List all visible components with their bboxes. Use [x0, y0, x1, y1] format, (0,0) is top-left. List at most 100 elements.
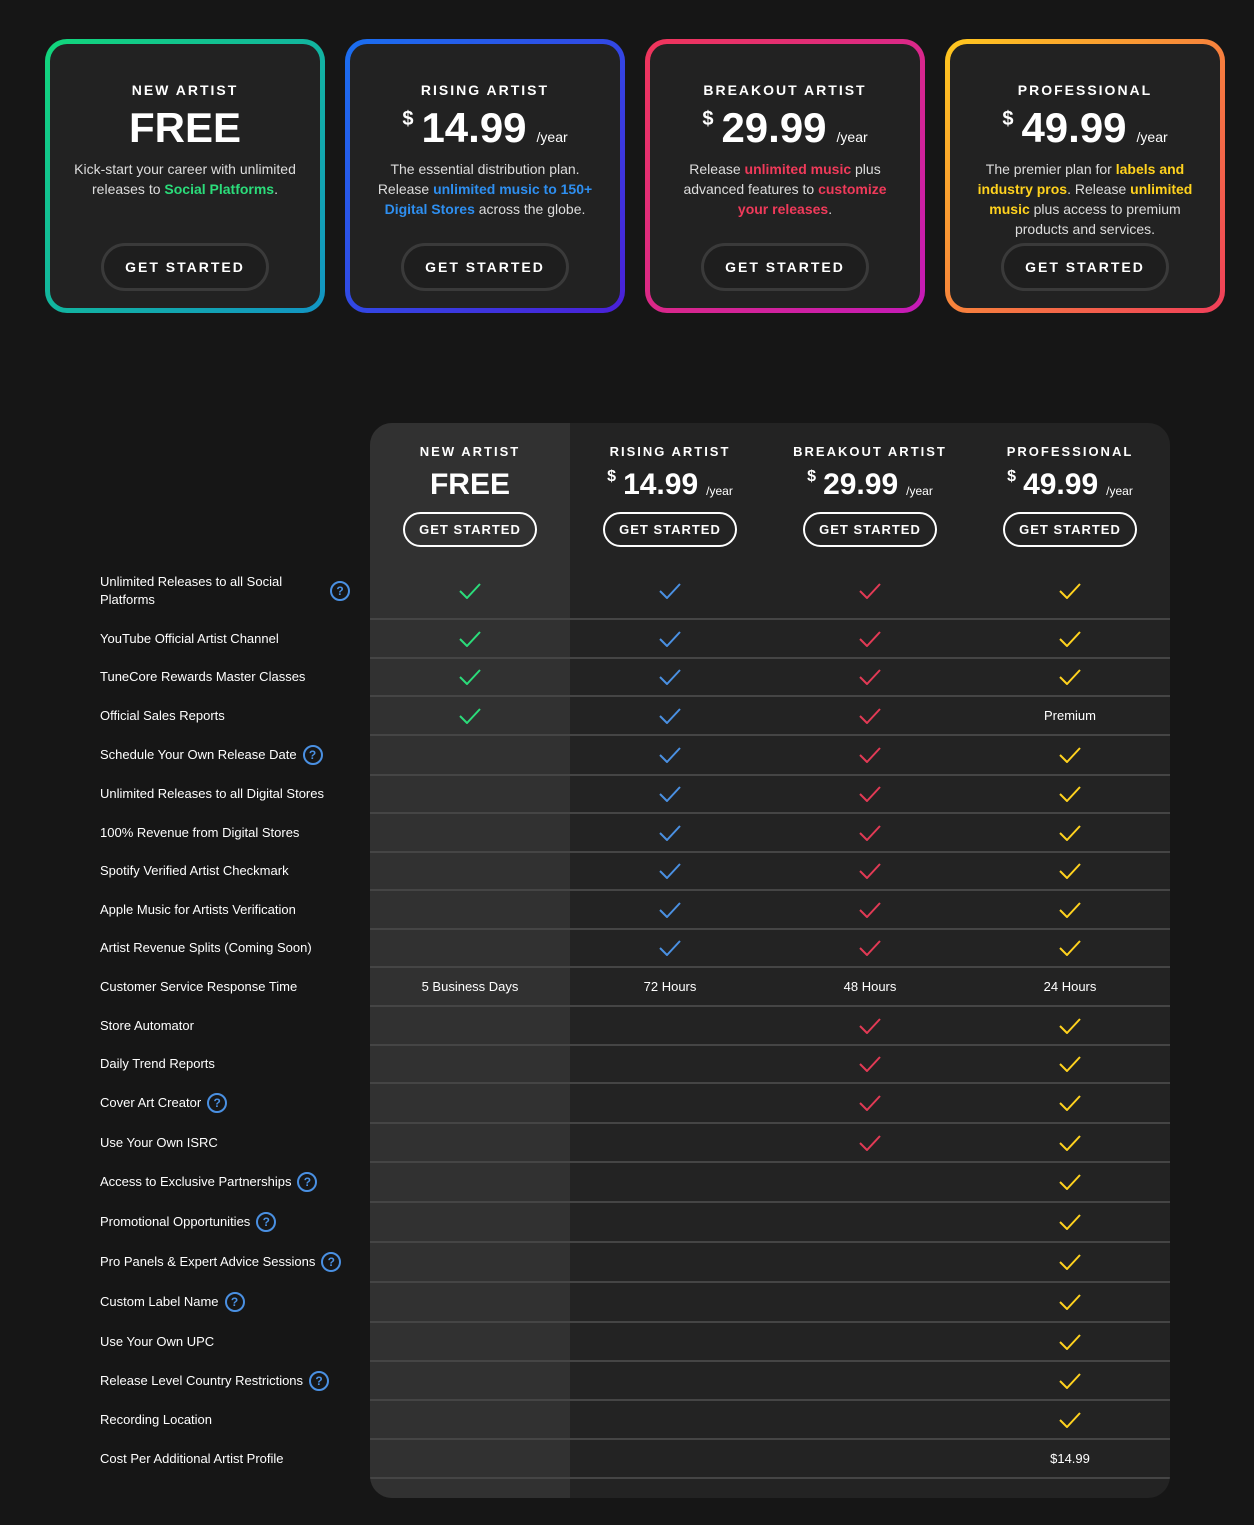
- table-cell: [570, 696, 770, 735]
- get-started-button[interactable]: GET STARTED: [101, 243, 269, 291]
- row-divider: [370, 1399, 1170, 1401]
- table-cell: [570, 1083, 770, 1123]
- plan-description: Kick-start your career with unlimited re…: [68, 159, 302, 199]
- feature-name: Access to Exclusive Partnerships: [100, 1174, 292, 1189]
- table-cell: [570, 1322, 770, 1361]
- check-icon: [859, 786, 881, 802]
- table-cell: [970, 1361, 1170, 1400]
- description-highlight: unlimited music: [744, 161, 852, 177]
- feature-name: TuneCore Rewards Master Classes: [100, 669, 306, 684]
- table-cell: [570, 1242, 770, 1282]
- check-icon: [1059, 1333, 1081, 1350]
- help-icon[interactable]: ?: [224, 1292, 245, 1312]
- table-cell: [570, 1400, 770, 1439]
- check-icon: [1059, 940, 1081, 956]
- get-started-button[interactable]: GET STARTED: [1001, 243, 1169, 291]
- table-cell: [970, 619, 1170, 658]
- table-cell: [370, 1006, 570, 1045]
- table-cell: $14.99: [970, 1439, 1170, 1478]
- price-value: 14.99: [421, 104, 527, 151]
- price-period: /year: [706, 484, 733, 498]
- table-cell: [970, 929, 1170, 967]
- table-cell: [770, 696, 970, 735]
- check-icon: [1059, 747, 1081, 763]
- feature-row-label: Unlimited Releases to all Social Platfor…: [100, 563, 350, 619]
- price-period: /year: [906, 484, 933, 498]
- table-cell: 5 Business Days: [370, 967, 570, 1006]
- row-divider: [370, 928, 1170, 930]
- check-icon: [1059, 1174, 1081, 1190]
- price-period: /year: [836, 129, 868, 145]
- row-divider: [370, 851, 1170, 853]
- currency-symbol: $: [807, 468, 817, 485]
- help-icon[interactable]: ?: [302, 745, 323, 765]
- table-cell: 48 Hours: [770, 967, 970, 1006]
- row-divider: [370, 1161, 1170, 1163]
- table-cell: [570, 1006, 770, 1045]
- table-header-rising-artist: RISING ARTIST $14.99/year GET STARTED: [570, 423, 770, 563]
- table-cell: [770, 890, 970, 929]
- get-started-button[interactable]: GET STARTED: [401, 243, 569, 291]
- table-cell: [370, 852, 570, 890]
- table-plan-name: PROFESSIONAL: [1006, 444, 1134, 459]
- description-text: . Release: [1067, 181, 1131, 197]
- feature-name: Store Automator: [100, 1017, 194, 1033]
- check-icon: [659, 863, 681, 879]
- get-started-button[interactable]: GET STARTED: [403, 512, 537, 547]
- feature-row-label: TuneCore Rewards Master Classes: [100, 658, 350, 696]
- row-divider: [370, 774, 1170, 776]
- help-icon[interactable]: ?: [207, 1093, 228, 1113]
- check-icon: [1059, 630, 1081, 647]
- table-cell: [970, 890, 1170, 929]
- cell-value: 72 Hours: [643, 979, 697, 994]
- description-highlight: Social Platforms: [164, 181, 275, 197]
- table-cell: [970, 1123, 1170, 1162]
- get-started-button[interactable]: GET STARTED: [1003, 512, 1137, 547]
- table-cell: [770, 929, 970, 967]
- help-icon[interactable]: ?: [330, 581, 350, 601]
- check-icon: [859, 1134, 881, 1151]
- feature-row-label: Use Your Own UPC: [100, 1322, 350, 1361]
- check-icon: [1059, 1372, 1081, 1389]
- row-divider: [370, 657, 1170, 659]
- get-started-button[interactable]: GET STARTED: [603, 512, 737, 547]
- table-cell: [770, 1322, 970, 1361]
- table-cell: [770, 563, 970, 619]
- row-divider: [370, 889, 1170, 891]
- row-divider: [370, 1360, 1170, 1362]
- table-cell: [770, 852, 970, 890]
- help-icon[interactable]: ?: [309, 1370, 330, 1391]
- help-icon[interactable]: ?: [256, 1212, 277, 1232]
- plan-name: NEW ARTIST: [131, 82, 239, 98]
- check-icon: [859, 707, 881, 724]
- feature-row-label: Store Automator: [100, 1006, 350, 1045]
- table-cell: [370, 1439, 570, 1478]
- feature-row-label: Release Level Country Restrictions?: [100, 1361, 350, 1400]
- get-started-button[interactable]: GET STARTED: [701, 243, 869, 291]
- help-icon[interactable]: ?: [321, 1252, 342, 1272]
- feature-name: Official Sales Reports: [100, 707, 225, 723]
- price-value: FREE: [429, 468, 510, 501]
- table-cell: [970, 813, 1170, 852]
- check-icon: [1059, 1056, 1081, 1072]
- row-divider: [370, 1082, 1170, 1084]
- table-plan-name: BREAKOUT ARTIST: [793, 444, 947, 459]
- get-started-button[interactable]: GET STARTED: [803, 512, 937, 547]
- table-cell: [370, 929, 570, 967]
- check-icon: [859, 863, 881, 879]
- help-icon[interactable]: ?: [297, 1172, 318, 1192]
- check-icon: [1059, 1017, 1081, 1034]
- plan-price: $49.99/year: [950, 104, 1220, 152]
- feature-row-label: 100% Revenue from Digital Stores: [100, 813, 350, 852]
- table-plan-price: FREE: [370, 467, 570, 503]
- table-plan-price: $49.99/year: [970, 467, 1170, 503]
- cell-value: Premium: [1043, 708, 1096, 723]
- table-cell: [370, 1282, 570, 1322]
- table-cell: [570, 658, 770, 696]
- price-value: 49.99: [1023, 468, 1099, 501]
- description-text: Kick-start your career with unlimited re…: [74, 161, 296, 197]
- plan-description: Release unlimited music plus advanced fe…: [668, 159, 902, 219]
- description-highlight: labels and industry pros: [977, 161, 1185, 197]
- feature-row-label: Promotional Opportunities?: [100, 1202, 350, 1242]
- table-cell: [570, 1202, 770, 1242]
